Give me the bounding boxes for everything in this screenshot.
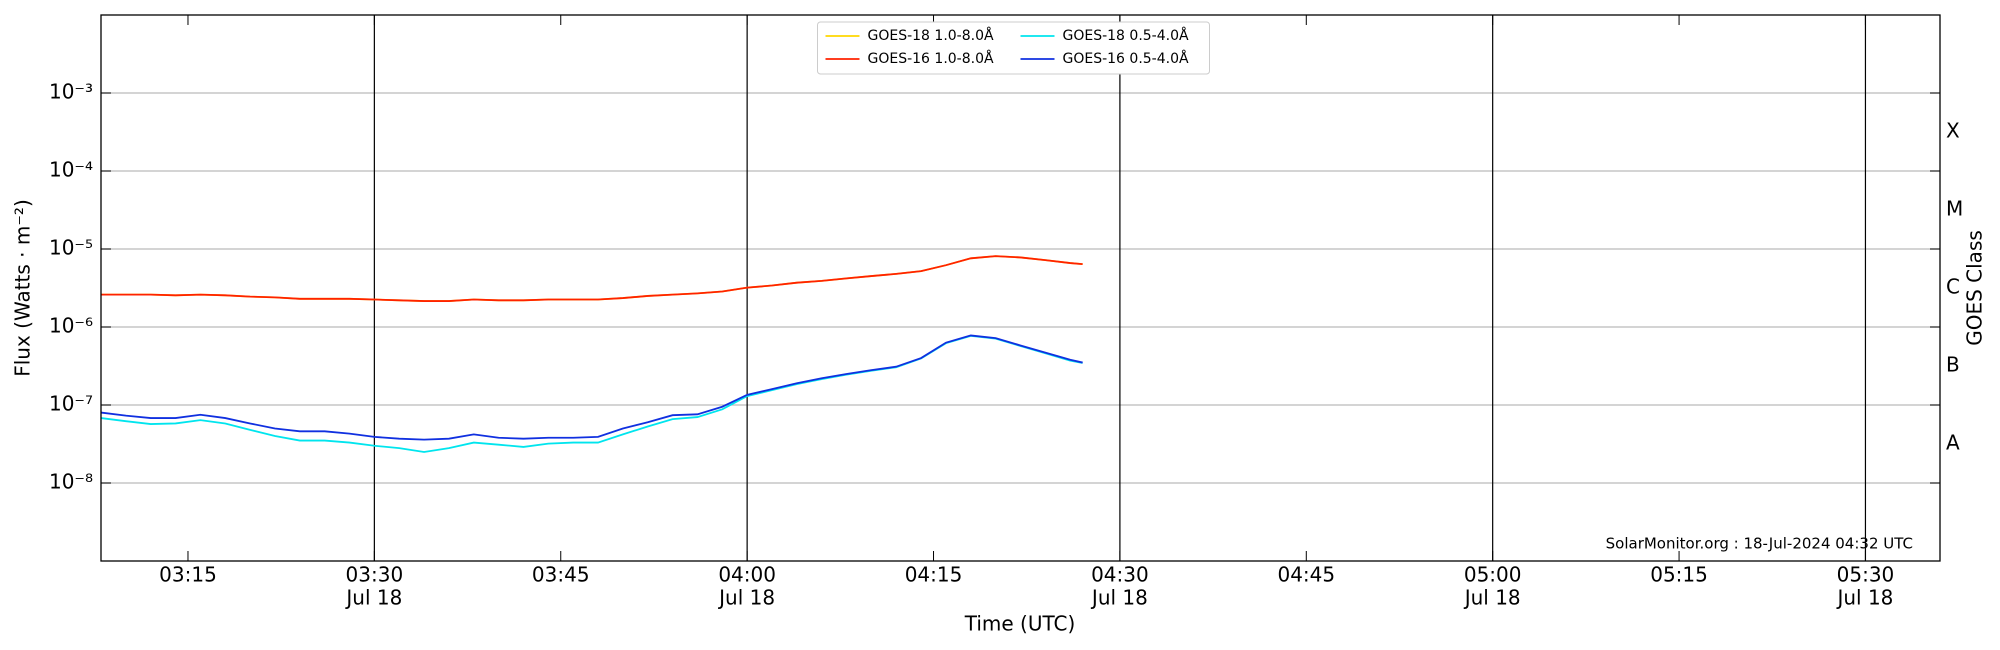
y-tick-label: 10⁻⁵ xyxy=(49,236,93,260)
y-tick-label: 10⁻³ xyxy=(49,80,93,104)
y2-tick-label: B xyxy=(1946,353,1960,377)
x-tick-label: 04:00 xyxy=(718,563,776,587)
x-axis-label: Time (UTC) xyxy=(964,612,1076,636)
legend-label: GOES-18 1.0-8.0Å xyxy=(868,27,994,44)
legend-label: GOES-16 1.0-8.0Å xyxy=(868,50,994,67)
x-tick-label: 05:00 xyxy=(1464,563,1522,587)
x-tick-label: 05:30 xyxy=(1837,563,1895,587)
y2-axis-label: GOES Class xyxy=(1963,230,1987,346)
x-tick-label: 05:15 xyxy=(1650,563,1708,587)
y-tick-label: 10⁻⁸ xyxy=(49,470,93,494)
x-tick-date: Jul 18 xyxy=(1835,586,1893,610)
x-tick-label: 03:30 xyxy=(346,563,404,587)
legend-label: GOES-16 0.5-4.0Å xyxy=(1063,50,1189,67)
y-tick-label: 10⁻⁴ xyxy=(49,158,93,182)
annotation: SolarMonitor.org : 18-Jul-2024 04:32 UTC xyxy=(1606,535,1913,553)
x-tick-label: 04:15 xyxy=(905,563,963,587)
y2-tick-label: X xyxy=(1946,119,1960,143)
y2-tick-label: M xyxy=(1946,197,1963,221)
legend: GOES-18 1.0-8.0Å GOES-16 1.0-8.0Å GOES-18 … xyxy=(817,21,1210,75)
y2-tick-label: C xyxy=(1946,275,1960,299)
y-axis-label: Flux (Watts · m⁻²) xyxy=(11,199,35,377)
series-line xyxy=(100,334,1083,441)
x-tick-label: 04:45 xyxy=(1277,563,1335,587)
x-tick-date: Jul 18 xyxy=(717,586,775,610)
x-tick-date: Jul 18 xyxy=(1463,586,1521,610)
y2-tick-label: A xyxy=(1946,431,1960,455)
y-tick-label: 10⁻⁷ xyxy=(49,392,93,416)
legend-label: GOES-18 0.5-4.0Å xyxy=(1063,27,1189,44)
x-tick-date: Jul 18 xyxy=(1090,586,1148,610)
x-tick-date: Jul 18 xyxy=(344,586,402,610)
plot-frame xyxy=(100,14,1941,562)
x-tick-label: 03:45 xyxy=(532,563,590,587)
legend-box xyxy=(817,21,1210,75)
series-line xyxy=(101,255,1083,302)
x-tick-label: 04:30 xyxy=(1091,563,1149,587)
x-tick-label: 03:15 xyxy=(159,563,217,587)
y-tick-label: 10⁻⁶ xyxy=(49,314,93,338)
